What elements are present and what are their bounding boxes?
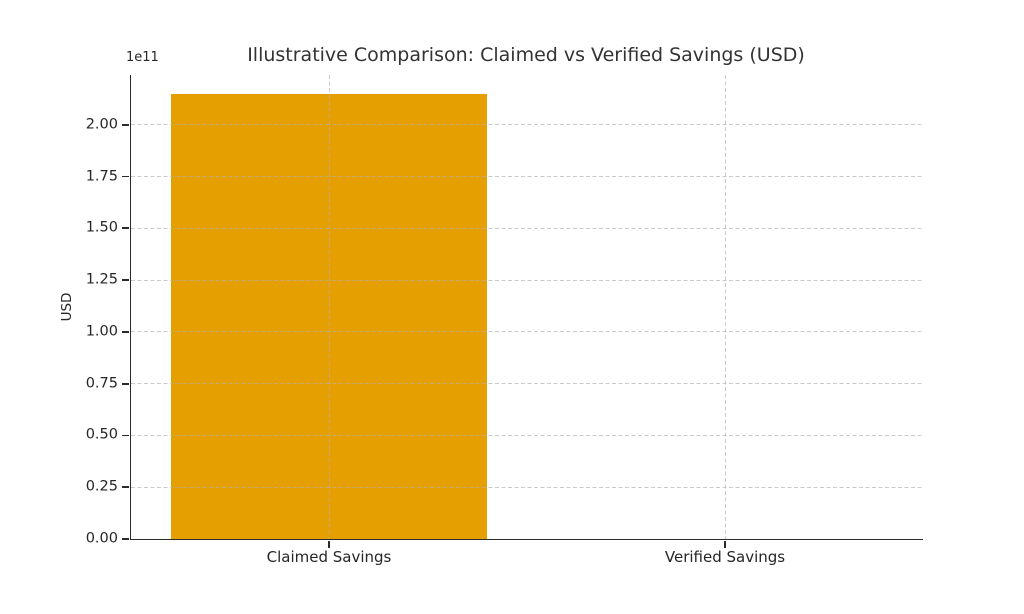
y-axis-label: USD — [59, 292, 75, 322]
y-tick-mark — [122, 434, 129, 437]
y-tick-label: 0.75 — [85, 375, 118, 392]
y-tick-mark — [122, 123, 129, 126]
y-tick-label: 0.50 — [85, 427, 118, 444]
x-tick-mark — [328, 541, 330, 548]
y-tick-label: 0.00 — [85, 530, 118, 547]
y-tick-mark — [122, 538, 129, 540]
plot-area: 0.00 0.25 0.50 0.75 1.00 1.25 1.50 1.75 2.00 Clai… — [86, 75, 923, 566]
y-tick-mark — [122, 279, 129, 281]
x-gridline — [724, 75, 726, 539]
x-tick-label-verified-savings: Verified Savings — [664, 548, 786, 566]
chart-title: Illustrative Comparison: Claimed vs Veri… — [247, 44, 805, 66]
y-gridline — [131, 124, 923, 126]
y-gridline — [131, 279, 923, 281]
y-tick-label: 1.00 — [85, 323, 118, 340]
y-tick-label: 1.50 — [85, 219, 118, 236]
y-gridline — [131, 331, 923, 333]
y-gridline — [131, 176, 923, 177]
y-tick-mark — [122, 486, 129, 489]
y-tick-mark — [122, 175, 129, 178]
y-tick-mark — [122, 330, 129, 333]
y-tick-label: 2.00 — [85, 116, 118, 133]
y-tick-mark — [122, 382, 129, 385]
x-gridline — [328, 75, 330, 539]
y-gridline — [131, 434, 923, 436]
y-axis-offset-text: 1e11 — [126, 50, 159, 65]
y-gridline — [131, 383, 923, 385]
y-gridline — [131, 227, 923, 229]
y-tick-label: 1.25 — [85, 271, 118, 288]
x-tick-mark — [724, 541, 726, 548]
y-gridline — [131, 486, 923, 488]
y-tick-label: 0.25 — [85, 478, 118, 495]
y-tick-mark — [122, 227, 129, 230]
x-tick-label-claimed-savings: Claimed Savings — [266, 548, 392, 566]
y-tick-label: 1.75 — [85, 168, 118, 185]
